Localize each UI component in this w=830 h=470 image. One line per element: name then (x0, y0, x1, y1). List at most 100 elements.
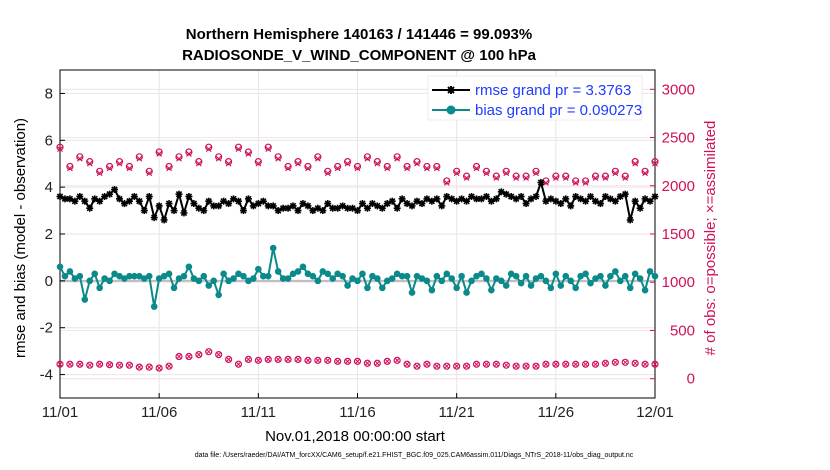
obs-possible-point (423, 360, 431, 368)
obs-assimilated-point (642, 170, 648, 177)
obs-possible-point (314, 153, 322, 161)
obs-possible-point (135, 153, 143, 161)
obs-assimilated-point (364, 155, 371, 162)
bias-point (250, 275, 257, 282)
rmse-point (170, 207, 178, 215)
rmse-point (125, 197, 133, 205)
legend-rmse-marker (447, 86, 455, 94)
obs-assimilated-point (503, 170, 510, 177)
rmse-point (145, 193, 153, 201)
bias-point (463, 289, 470, 296)
rmse-point (96, 197, 104, 205)
obs-assimilated-point (295, 357, 301, 362)
obs-possible-point (403, 360, 411, 368)
obs-possible-point (651, 360, 659, 368)
obs-possible-point (185, 352, 193, 361)
obs-possible-point (512, 172, 520, 180)
obs-assimilated-point (572, 179, 579, 186)
obs-possible-point (393, 153, 401, 161)
obs-assimilated-point (523, 363, 529, 369)
obs-assimilated-point (474, 361, 479, 367)
rmse-point (304, 202, 312, 210)
x-tick-label: 11/01 (42, 404, 78, 421)
rmse-point (354, 207, 361, 215)
obs-assimilated-point (533, 170, 539, 177)
bias-point (602, 282, 609, 289)
bias-point (542, 277, 550, 285)
obs-assimilated-point (414, 160, 420, 167)
bias-point (150, 303, 158, 310)
obs-assimilated-point (176, 155, 182, 162)
rmse-point (562, 195, 570, 203)
bias-point (269, 244, 277, 252)
obs-possible-point (294, 158, 302, 166)
bias-point (408, 289, 416, 296)
rmse-point (646, 197, 654, 205)
rmse-point (160, 216, 168, 224)
obs-possible-point (363, 359, 372, 367)
obs-assimilated-point (344, 160, 351, 167)
obs-assimilated-point (602, 175, 609, 181)
obs-possible-point (482, 167, 491, 175)
obs-possible-point (274, 355, 282, 364)
obs-possible-point (502, 167, 510, 175)
rmse-point (225, 200, 233, 208)
bias-point (195, 277, 203, 285)
obs-assimilated-point (334, 165, 341, 172)
obs-assimilated-point (444, 363, 450, 369)
obs-possible-point (135, 363, 143, 371)
bias-point (552, 270, 560, 278)
bias-point (96, 284, 103, 292)
obs-possible-point (462, 172, 471, 180)
obs-assimilated-point (464, 363, 469, 369)
bias-point (517, 279, 525, 287)
bias-point (329, 275, 337, 282)
obs-assimilated-point (225, 160, 232, 167)
y-axis-label-right: # of obs: o=possible; ×=assimilated (702, 121, 719, 356)
bias-point (61, 272, 69, 280)
obs-possible-point (363, 153, 372, 161)
obs-assimilated-point (205, 146, 212, 152)
rmse-point (358, 200, 366, 208)
obs-possible-point (462, 362, 471, 370)
obs-possible-point (115, 361, 124, 369)
rmse-point (651, 193, 659, 201)
obs-possible-point (572, 360, 580, 368)
obs-assimilated-point (424, 361, 430, 367)
obs-assimilated-point (245, 151, 252, 157)
obs-possible-point (353, 357, 362, 365)
obs-possible-point (215, 153, 223, 161)
rmse-point (324, 200, 332, 208)
y-tick-label-right: 0 (687, 371, 695, 388)
bias-point (423, 277, 431, 285)
bias-point (497, 277, 505, 285)
bias-point (255, 265, 262, 273)
obs-possible-point (621, 172, 629, 180)
obs-possible-point (224, 355, 233, 364)
obs-assimilated-point (642, 361, 648, 367)
rmse-point (180, 209, 188, 217)
obs-possible-point (185, 148, 193, 156)
obs-assimilated-point (265, 146, 272, 152)
obs-assimilated-point (107, 362, 112, 368)
obs-possible-point (125, 361, 134, 369)
rmse-point (165, 200, 173, 208)
obs-assimilated-point (622, 359, 628, 365)
obs-possible-point (611, 167, 619, 175)
obs-possible-point (383, 357, 391, 365)
obs-possible-point (572, 177, 580, 185)
obs-assimilated-point (563, 361, 569, 367)
bias-point (651, 272, 659, 280)
obs-possible-point (76, 360, 84, 368)
obs-assimilated-point (463, 175, 470, 181)
bias-point (403, 272, 411, 280)
bias-point (458, 272, 465, 280)
rmse-point (408, 202, 416, 210)
bias-point (567, 277, 575, 285)
rmse-point (433, 195, 441, 203)
x-tick-label: 11/21 (438, 404, 474, 421)
obs-possible-point (472, 360, 481, 368)
obs-possible-point (105, 361, 114, 369)
legend-box (427, 75, 643, 121)
obs-possible-point (552, 360, 560, 368)
